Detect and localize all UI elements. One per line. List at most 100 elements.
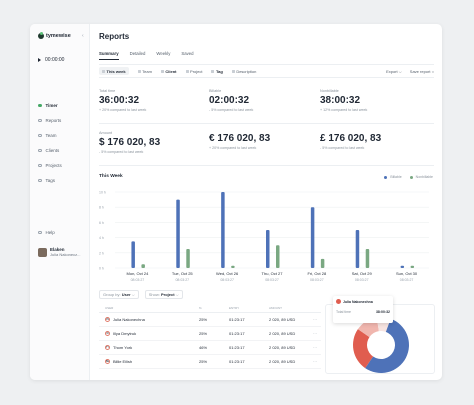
filter-client[interactable]: Client	[160, 69, 177, 74]
col-percent[interactable]: %	[199, 306, 202, 310]
bar-billable[interactable]	[131, 241, 135, 268]
bar-billable[interactable]	[176, 199, 180, 268]
x-tick-sublabel: 08:03:27	[355, 278, 369, 282]
more-icon[interactable]: ···	[313, 359, 317, 364]
help-link[interactable]: Help	[38, 230, 55, 235]
user-cell: Julia Nakonechna	[113, 317, 145, 322]
tab-saved[interactable]: Saved	[181, 51, 194, 56]
bar-billable[interactable]	[266, 230, 270, 268]
description-icon	[231, 69, 235, 73]
stat-compare: + 20% compared to last week	[209, 146, 257, 150]
stat-value: 36:00:32	[99, 95, 140, 106]
x-tick-sublabel: 08:03:27	[175, 278, 189, 282]
stat-compare: - 5% compared to last week	[99, 150, 144, 154]
sidebar-item-reports[interactable]: Reports	[38, 113, 62, 128]
amount-cell: 2 020, 89 USD	[269, 331, 296, 336]
donut-slice[interactable]	[353, 329, 374, 369]
projects-icon	[38, 163, 42, 168]
tab-summary[interactable]: Summary	[99, 51, 119, 60]
logo[interactable]: tymewise	[38, 32, 71, 39]
sidebar-item-projects[interactable]: Projects	[38, 158, 62, 173]
time-cell: 01:23:17	[229, 331, 245, 336]
sidebar-item-label: Tags	[45, 178, 56, 183]
bar-nonbillable[interactable]	[365, 249, 370, 268]
col-user[interactable]: USER	[105, 306, 114, 310]
time-cell: 01:23:17	[229, 317, 245, 322]
play-icon[interactable]	[38, 58, 41, 62]
timer-widget[interactable]: 00:00:00	[38, 57, 64, 63]
user-subtitle: Julia Nakonecz...	[50, 252, 81, 257]
percent-cell: 46%	[199, 345, 208, 350]
tab-weekly[interactable]: Weekly	[156, 51, 171, 56]
avatar: JN	[105, 317, 110, 322]
percent-cell: 25%	[199, 359, 208, 364]
bar-billable[interactable]	[355, 230, 360, 268]
percent-cell: 25%	[199, 317, 208, 322]
x-tick-label: Sat, Oct 29	[352, 271, 373, 276]
amount-cell: 2 020, 89 USD	[269, 317, 296, 322]
stat-value: $ 176 020, 83	[99, 137, 161, 148]
user-menu[interactable]: Elaken Julia Nakonecz...	[38, 247, 80, 257]
x-tick-label: Sun, Oct 30	[396, 271, 418, 276]
col-amount[interactable]: AMOUNT	[269, 306, 282, 310]
sidebar-item-label: Projects	[45, 163, 62, 168]
stat-label: Total time	[99, 89, 116, 93]
sidebar-item-team[interactable]: Team	[38, 128, 62, 143]
stat-compare: - 5% compared to last week	[209, 108, 254, 112]
bar-nonbillable[interactable]	[410, 265, 415, 268]
timer-icon	[38, 103, 42, 108]
sidebar-item-label: Timer	[45, 103, 58, 108]
sidebar-item-tags[interactable]: Tags	[38, 173, 62, 188]
collapse-icon[interactable]: ‹	[82, 33, 84, 39]
page-title: Reports	[99, 32, 130, 41]
bar-nonbillable[interactable]	[141, 264, 145, 268]
filter-project[interactable]: Project	[185, 69, 202, 74]
bar-nonbillable[interactable]	[231, 265, 235, 268]
group-controls: Group by: User ⌵ Show: Project ⌵	[99, 290, 183, 299]
tab-detailed[interactable]: Detailed	[129, 51, 146, 56]
filter-this-week[interactable]: This week	[99, 67, 129, 75]
sidebar-nav: Timer Reports Team Clients Projects Tags	[38, 98, 62, 188]
client-icon	[160, 69, 164, 73]
bar-billable[interactable]	[221, 192, 225, 268]
help-icon	[38, 230, 42, 235]
stat-billable: Billable 02:00:32 - 5% compared to last …	[209, 89, 309, 112]
sidebar-item-timer[interactable]: Timer	[38, 98, 62, 113]
col-entry[interactable]: ENTRY	[229, 306, 240, 310]
tag-icon	[211, 69, 215, 73]
bar-billable[interactable]	[310, 207, 315, 268]
more-icon[interactable]: ···	[313, 317, 317, 322]
divider	[99, 123, 434, 124]
table-row[interactable]: ID Illya Dmytruk 25% 01:23:17 2 020, 89 U…	[99, 327, 321, 341]
chart-legend: Billable Nonbillable	[384, 175, 433, 179]
stat-compare: - 5% compared to last week	[320, 146, 365, 150]
table-row[interactable]: JN Julia Nakonechna 25% 01:23:17 2 020, 8…	[99, 313, 321, 327]
stat-compare: + 12% compared to last week	[320, 108, 368, 112]
y-tick-label: 2 h	[99, 251, 104, 255]
more-icon[interactable]: ···	[313, 331, 317, 336]
legend-billable: Billable	[384, 175, 402, 179]
stat-total-time: Total time 36:00:32 + 20% compared to la…	[99, 89, 199, 112]
bar-nonbillable[interactable]	[276, 245, 280, 268]
avatar	[336, 299, 341, 304]
table-header: USER % ENTRY AMOUNT	[99, 304, 321, 313]
y-tick-label: 0 h	[99, 267, 104, 271]
table-row[interactable]: TY Thom York 46% 01:23:17 2 020, 89 USD ·…	[99, 341, 321, 355]
x-tick-sublabel: 08:03:27	[265, 278, 279, 282]
save-report-button[interactable]: Save report ○	[409, 68, 434, 74]
more-icon[interactable]: ···	[313, 345, 317, 350]
group-by-select[interactable]: Group by: User ⌵	[99, 290, 139, 299]
sidebar-item-clients[interactable]: Clients	[38, 143, 62, 158]
bar-nonbillable[interactable]	[320, 258, 325, 268]
bar-nonbillable[interactable]	[186, 249, 190, 268]
donut-slice[interactable]	[365, 318, 409, 373]
filter-tag[interactable]: Tag	[211, 69, 223, 74]
filter-description[interactable]: Description	[231, 69, 256, 74]
table-row[interactable]: BE Billie Eilish 25% 01:23:17 2 020, 89 U…	[99, 355, 321, 369]
export-button[interactable]: Export ⌵	[386, 68, 402, 74]
show-select[interactable]: Show: Project ⌵	[144, 290, 183, 299]
user-cell: Illya Dmytruk	[113, 331, 137, 336]
filter-team[interactable]: Team	[137, 69, 152, 74]
project-icon	[185, 69, 189, 73]
bar-billable[interactable]	[400, 265, 405, 268]
